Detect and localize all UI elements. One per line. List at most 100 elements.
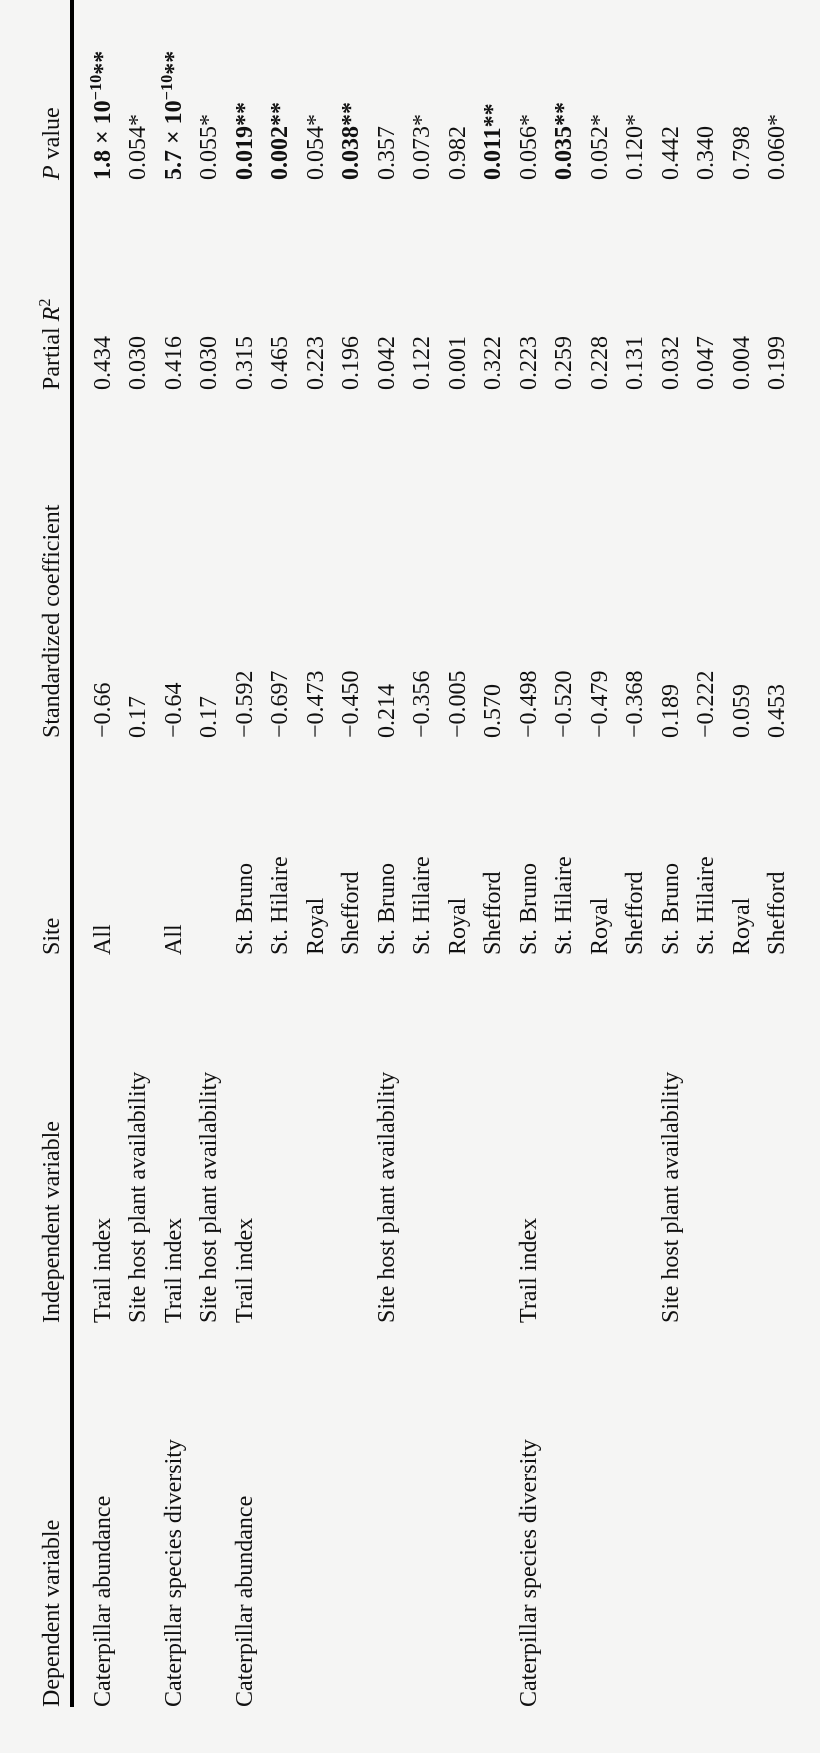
cell-p-value: 1.8 × 10−10** [85,50,116,180]
cell-site: St. Hilaire [409,856,436,955]
col-header-standardized-coefficient: Standardized coefficient [39,504,65,738]
cell-standardized-coefficient: −0.222 [693,670,720,738]
cell-site: Shefford [480,871,507,955]
cell-p-value: 0.357 [373,126,400,180]
cell-p-value: 0.060* [764,114,791,180]
table-row: Caterpillar abundance Trail index St. Brun… [227,0,263,1707]
table-row: Shefford −0.368 0.131 0.120* [618,0,654,1707]
cell-p-value: 0.011** [480,103,507,180]
table-row: Caterpillar species diversity Trail index… [156,0,192,1707]
col-header-partial-r2: Partial R2 [35,298,65,390]
cell-standardized-coefficient: 0.17 [196,696,223,738]
cell-p-value: 0.019** [231,102,258,180]
cell-standardized-coefficient: −0.592 [231,670,258,738]
cell-dependent-variable: Caterpillar abundance [231,1495,258,1707]
cell-site: St. Hilaire [267,856,294,955]
cell-standardized-coefficient: −0.368 [622,670,649,738]
cell-partial-r2: 0.122 [409,336,436,390]
cell-site: St. Bruno [515,862,542,955]
cell-standardized-coefficient: −0.64 [160,682,187,738]
table-row: St. Hilaire −0.697 0.465 0.002** [263,0,299,1707]
col-header-independent-variable: Independent variable [39,1121,65,1323]
cell-p-value: 0.035** [551,102,578,180]
cell-partial-r2: 0.322 [480,336,507,390]
cell-partial-r2: 0.416 [160,336,187,390]
cell-standardized-coefficient: −0.356 [409,670,436,738]
table-row: St. Hilaire −0.520 0.259 0.035** [547,0,583,1707]
cell-standardized-coefficient: −0.498 [515,670,542,738]
cell-independent-variable: Site host plant availability [125,1071,152,1323]
cell-independent-variable: Trail index [89,1217,116,1323]
cell-site: Shefford [764,871,791,955]
cell-partial-r2: 0.030 [196,336,223,390]
table-row: Royal −0.005 0.001 0.982 [440,0,476,1707]
cell-p-value: 0.054* [125,114,152,180]
table-row: St. Hilaire −0.356 0.122 0.073* [405,0,441,1707]
table-row: Caterpillar abundance Trail index All −0.66… [85,0,121,1707]
cell-site: Royal [444,897,471,955]
cell-partial-r2: 0.032 [657,336,684,390]
cell-independent-variable: Trail index [231,1217,258,1323]
cell-site: St. Hilaire [693,856,720,955]
cell-p-value: 0.798 [728,126,755,180]
cell-site: All [160,924,187,955]
table-row: Royal −0.473 0.223 0.054* [298,0,334,1707]
cell-partial-r2: 0.223 [515,336,542,390]
cell-partial-r2: 0.030 [125,336,152,390]
table-row: Shefford −0.450 0.196 0.038** [334,0,370,1707]
table-row: St. Hilaire −0.222 0.047 0.340 [689,0,725,1707]
cell-standardized-coefficient: −0.697 [267,670,294,738]
cell-p-value: 0.038** [338,102,365,180]
cell-standardized-coefficient: −0.450 [338,670,365,738]
cell-standardized-coefficient: 0.059 [728,684,755,738]
cell-p-value: 0.055* [196,114,223,180]
cell-standardized-coefficient: 0.189 [657,684,684,738]
cell-p-value: 0.982 [444,126,471,180]
table-body: Caterpillar abundance Trail index All −0.66… [74,0,795,1707]
cell-independent-variable: Trail index [515,1217,542,1323]
cell-site: Royal [302,897,329,955]
cell-independent-variable: Site host plant availability [657,1071,684,1323]
cell-p-value: 0.340 [693,126,720,180]
cell-dependent-variable: Caterpillar species diversity [160,1439,187,1707]
table-row: Shefford 0.453 0.199 0.060* [760,0,796,1707]
cell-site: St. Bruno [373,862,400,955]
cell-p-value: 0.442 [657,126,684,180]
cell-site: Shefford [338,871,365,955]
cell-partial-r2: 0.223 [302,336,329,390]
cell-partial-r2: 0.465 [267,336,294,390]
cell-standardized-coefficient: −0.479 [586,670,613,738]
cell-independent-variable: Trail index [160,1217,187,1323]
cell-site: St. Hilaire [551,856,578,955]
cell-standardized-coefficient: 0.453 [764,684,791,738]
cell-partial-r2: 0.199 [764,336,791,390]
table-row: Site host plant availability 0.17 0.030 0.0… [192,0,228,1707]
cell-site: Shefford [622,871,649,955]
cell-partial-r2: 0.047 [693,336,720,390]
cell-site: Royal [586,897,613,955]
cell-standardized-coefficient: 0.214 [373,684,400,738]
table-row: Royal −0.479 0.228 0.052* [582,0,618,1707]
cell-site: All [89,924,116,955]
cell-p-value: 5.7 × 10−10** [156,50,187,180]
cell-standardized-coefficient: 0.17 [125,696,152,738]
cell-standardized-coefficient: −0.005 [444,670,471,738]
table-row: Site host plant availability 0.17 0.030 0.0… [121,0,157,1707]
col-header-p-value: P value [39,107,65,180]
cell-dependent-variable: Caterpillar abundance [89,1495,116,1707]
cell-partial-r2: 0.259 [551,336,578,390]
table-row: Site host plant availability St. Bruno 0.2… [369,0,405,1707]
cell-partial-r2: 0.001 [444,336,471,390]
cell-partial-r2: 0.196 [338,336,365,390]
cell-p-value: 0.056* [515,114,542,180]
table-row: Site host plant availability St. Bruno 0.1… [653,0,689,1707]
table-header-row: Dependent variable Independent variable … [18,0,74,1707]
table-row: Shefford 0.570 0.322 0.011** [476,0,512,1707]
cell-partial-r2: 0.315 [231,336,258,390]
cell-independent-variable: Site host plant availability [196,1071,223,1323]
cell-p-value: 0.052* [586,114,613,180]
cell-site: St. Bruno [657,862,684,955]
col-header-dependent-variable: Dependent variable [39,1519,65,1707]
